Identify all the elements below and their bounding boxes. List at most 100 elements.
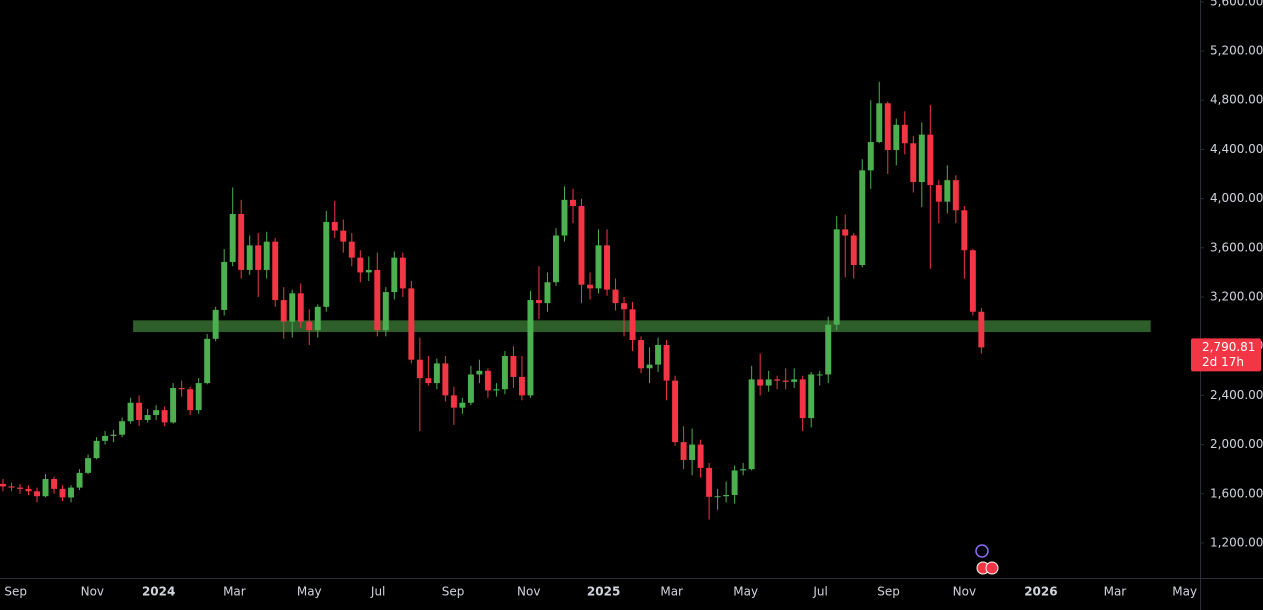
candle-body <box>808 374 815 419</box>
candle-body <box>952 180 959 211</box>
candle-body <box>161 410 168 423</box>
candle-body <box>587 284 593 289</box>
candle-body <box>723 494 730 497</box>
x-tick-label: Mar <box>223 585 246 599</box>
candle-body <box>391 257 398 293</box>
candle-body <box>978 311 985 348</box>
candle-body <box>918 134 925 183</box>
candle-body <box>221 261 228 310</box>
candle-body <box>34 491 40 497</box>
x-tick-label: Nov <box>953 585 976 599</box>
candle-body <box>706 467 713 497</box>
candle-body <box>535 300 542 304</box>
candle-body <box>229 213 236 262</box>
candle-body <box>876 103 883 143</box>
last-price-tag <box>1191 338 1261 372</box>
candle-body <box>850 235 857 266</box>
candle-body <box>748 379 755 470</box>
candle-body <box>8 486 15 488</box>
candle-body <box>467 374 474 403</box>
y-tick-label: 3,200.00 <box>1210 289 1263 303</box>
candle-body <box>127 402 134 422</box>
candle-body <box>272 241 279 301</box>
candle-body <box>212 309 219 339</box>
candle-body <box>859 170 866 266</box>
candle-body <box>561 199 568 236</box>
candle-body <box>604 245 610 290</box>
y-tick-label: 4,800.00 <box>1210 93 1263 107</box>
candle-body <box>204 338 211 384</box>
candle-body <box>340 230 347 242</box>
candle-body <box>68 487 75 498</box>
candle-body <box>527 300 534 396</box>
candle-body <box>297 293 304 322</box>
candle-body <box>442 363 449 396</box>
candle-body <box>314 306 321 331</box>
candle-body <box>697 444 704 468</box>
candle-body <box>263 241 270 270</box>
candle-body <box>842 229 849 236</box>
candle-body <box>501 356 508 390</box>
candle-body <box>518 376 525 396</box>
support-zone <box>133 320 1151 333</box>
candle-body <box>638 340 645 369</box>
candle-body <box>42 479 49 497</box>
candle-body <box>740 469 747 471</box>
candle-body <box>799 379 806 419</box>
candle-body <box>833 229 840 325</box>
candle-body <box>825 324 832 375</box>
candle-body <box>791 379 798 382</box>
x-tick-label: Sep <box>442 585 465 599</box>
candle-body <box>246 245 253 270</box>
y-tick-label: 2,400.00 <box>1210 388 1263 402</box>
candle-body <box>884 103 891 151</box>
candle-body <box>927 134 934 186</box>
candle-body <box>374 269 381 331</box>
candle-body <box>110 434 117 436</box>
candle-body <box>238 213 245 270</box>
x-tick-label: 2025 <box>587 585 620 599</box>
candle-body <box>51 479 58 489</box>
candle-body <box>867 142 874 171</box>
candle-body <box>178 387 185 390</box>
candle-body <box>774 379 781 381</box>
candle-body <box>357 257 364 273</box>
candle-body <box>510 356 517 377</box>
x-tick-label: Nov <box>81 585 104 599</box>
candle-body <box>816 374 823 376</box>
candle-body <box>612 289 619 304</box>
candle-body <box>85 458 92 473</box>
candle-body <box>280 300 287 322</box>
candle-body <box>663 344 670 381</box>
candle-body <box>306 321 313 331</box>
candle-body <box>757 379 764 386</box>
candle-body <box>493 389 500 391</box>
candle-body <box>119 421 126 435</box>
candle-body <box>672 380 679 443</box>
candle-body <box>408 288 415 360</box>
candle-body <box>0 483 6 487</box>
candle-body <box>570 199 576 206</box>
x-tick-label: 2026 <box>1024 585 1057 599</box>
x-tick-label: May <box>1172 585 1197 599</box>
candle-body <box>425 378 432 384</box>
candle-body <box>544 282 551 304</box>
y-tick-label: 3,600.00 <box>1210 240 1263 254</box>
countdown-label: 2d 17h <box>1202 355 1244 369</box>
y-tick-label: 5,200.00 <box>1210 44 1263 58</box>
event-icon[interactable] <box>975 544 989 558</box>
event-icons[interactable] <box>975 544 999 575</box>
last-price-label: 2,790.81 <box>1202 340 1255 354</box>
candle-body <box>646 364 653 369</box>
event-icon[interactable] <box>985 561 999 575</box>
candle-body <box>731 470 738 495</box>
x-tick-label: Sep <box>4 585 27 599</box>
y-tick-label: 4,000.00 <box>1210 191 1263 205</box>
y-tick-label: 1,200.00 <box>1210 535 1263 549</box>
x-tick-label: May <box>297 585 322 599</box>
candle-body <box>289 293 296 322</box>
candle-body <box>484 370 491 391</box>
x-tick-label: Mar <box>660 585 683 599</box>
x-tick-label: Nov <box>517 585 540 599</box>
